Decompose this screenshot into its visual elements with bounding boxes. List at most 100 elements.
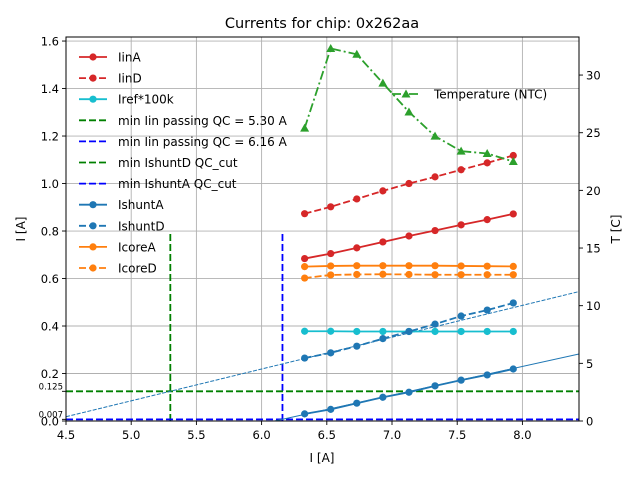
y-tick-label: 0.8 [41,225,59,239]
series-ishuntd-line [304,302,514,359]
legend-entry-min-ishunta-qc-cut-label: min IshuntA QC_cut [118,177,237,191]
x-axis-label: I [A] [310,451,335,465]
series-iind-point [327,203,335,211]
legend-entry-ishuntd: IshuntD [79,219,165,233]
series-temperature-ntc-point [326,44,336,53]
series-ishuntd-point [509,299,517,307]
series-icorea [301,262,517,271]
series-iina-point [431,226,439,235]
series-icorea-point [483,262,491,270]
series-iref-100k-point [457,327,465,336]
series-iina-point [457,221,465,229]
y-extra-tick-label: 0.007 [39,410,63,420]
y2-tick-label: 10 [586,299,601,313]
reference-lines [66,231,579,421]
series-icorea-point [353,262,361,270]
series-iina-point [327,249,335,258]
legend-entry-min-iin-passing-qc-6-16-a-label: min Iin passing QC = 6.16 A [118,135,288,149]
legend-entry-ishunta: IshuntA [79,198,164,212]
y-axis-label: I [A] [14,217,28,242]
series-icorea-point [457,262,465,270]
legend-entry-temperature-marker [401,89,411,98]
legend-entry-icorea-marker [89,243,97,251]
series-ishunta-point [483,371,491,379]
series-iina-point [509,210,517,218]
series-temperature-ntc-point [482,148,492,157]
series-icored-point [301,274,309,282]
series-temperature-ntc-point [404,107,414,116]
fit-line-ishuntd-fit [65,291,580,418]
axes: 4.5 5.0 5.5 6.0 6.5 7.0 7.5 8.0 0.0 0.2 0.4 0.6 0.8 1… [39,35,601,442]
series-icorea-point [405,262,413,270]
series-iref-100k-point [327,327,335,335]
series-iina [301,210,517,263]
y-tick-label: 0.4 [41,320,59,334]
series-iind-point [353,195,361,203]
grid [65,37,579,422]
legend-entry-ishuntd-marker [89,222,97,230]
y-extra-tick-label: 0.125 [39,382,63,392]
chart-title: Currents for chip: 0x262aa [225,16,419,32]
legend-entry-temperature-label: Temperature (NTC) [433,88,547,102]
series-ishunta-point [327,405,335,413]
series-icorea-point [379,262,387,270]
legend-entry-ishunta-marker [89,201,97,209]
series-ishuntd-point [431,320,439,328]
series-ishunta-point [405,388,413,396]
x-tick-label: 7.0 [383,428,401,442]
series-ishuntd-point [483,306,491,314]
legend-entry-iina: IinA [79,51,141,65]
series-icorea-point [509,262,517,271]
series-ishunta-point [431,382,439,390]
series-iina-point [353,244,361,252]
x-tick-label: 6.5 [318,428,336,442]
x-tick-label: 5.0 [122,428,140,442]
legend-entry-iref-100k-marker [89,95,97,103]
series-iind-point [509,151,517,160]
series-ishuntd [301,299,517,362]
series-iref-100k-point [379,327,387,336]
series-iref-100k-point [509,327,517,336]
series-icored [301,270,517,282]
series-iina-point [379,238,387,246]
y2-tick-label: 30 [586,69,601,83]
series-iref-100k-point [431,327,439,336]
y-tick-label: 1.4 [41,82,59,96]
series-icored-point [405,270,413,279]
y2-tick-label: 15 [586,242,601,256]
series-group [300,44,518,418]
y-tick-label: 1.2 [41,130,59,144]
y2-tick-label: 20 [586,184,601,198]
series-temperature-ntc-point [300,123,310,132]
legend-entry-iina-marker [89,53,97,61]
legend-entry-temperature: Temperature (NTC) [392,88,547,102]
series-temperature-ntc-point [352,49,362,58]
series-temperature-ntc-point [378,78,388,87]
legend-entry-iind-label: IinD [118,72,142,86]
series-iina-point [483,216,491,224]
series-ishuntd-point [353,342,361,350]
y2-tick-label: 25 [586,126,601,140]
series-icored-point [457,271,465,279]
series-temperature-ntc [300,44,518,166]
y-tick-label: 0.6 [41,272,59,286]
y-tick-label: 1.0 [41,177,59,191]
series-iina-point [301,254,309,263]
y-tick-label: 0.2 [41,367,59,381]
series-iind-line [304,154,514,215]
series-ishuntd-point [379,334,387,343]
series-ishunta [301,365,517,418]
x-tick-label: 7.5 [448,428,466,442]
x-tick-label: 6.0 [252,428,270,442]
series-iind [301,151,517,218]
series-icored-point [431,271,439,279]
legend-entry-ishunta-label: IshuntA [118,198,164,212]
series-ishuntd-point [405,327,413,336]
series-temperature-ntc-point [456,146,466,155]
series-icorea-point [301,263,309,271]
legend-entry-icorea-label: IcoreA [118,240,157,254]
series-icorea-point [327,262,335,270]
y2-tick-label: 0 [586,415,593,429]
